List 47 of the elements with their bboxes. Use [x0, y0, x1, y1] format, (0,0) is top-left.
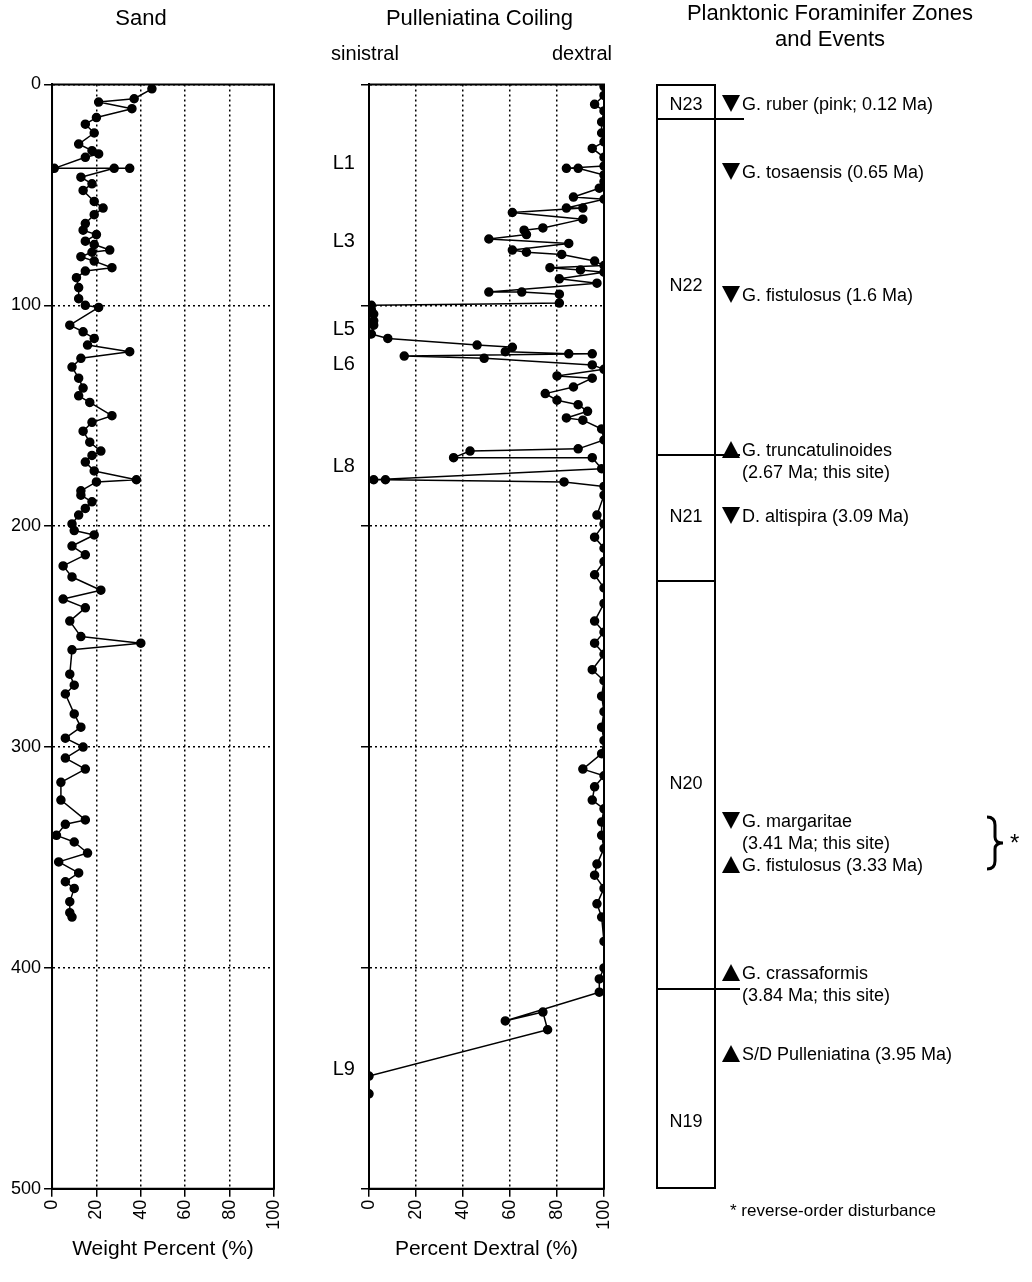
- text: L9: [332, 1057, 355, 1080]
- x-tick-label: 40: [451, 1199, 472, 1220]
- x-tick-label: 100: [262, 1199, 283, 1230]
- text: N23: [668, 93, 704, 116]
- text: sinistral: [331, 41, 399, 64]
- x-tick-label: 80: [218, 1199, 239, 1220]
- text: L1: [332, 151, 355, 174]
- x-tick-label: 80: [545, 1199, 566, 1220]
- chart-title: Sand: [115, 5, 167, 31]
- text: D. altispira (3.09 Ma): [742, 505, 910, 528]
- x-tick-label: 60: [498, 1199, 519, 1220]
- text: *: [1010, 829, 1020, 857]
- y-tick-label: 400: [10, 956, 42, 977]
- x-tick-label: 0: [41, 1199, 61, 1210]
- y-tick-label: 100: [10, 294, 42, 315]
- text: L8: [332, 454, 355, 477]
- text: L5: [332, 317, 355, 340]
- text: N19: [668, 1110, 704, 1133]
- x-tick-label: 0: [357, 1199, 378, 1210]
- text: dextral: [551, 41, 612, 64]
- text: G. fistulosus (1.6 Ma): [742, 284, 914, 307]
- text: N20: [668, 772, 704, 795]
- text: G. margaritae (3.41 Ma; this site): [742, 810, 891, 854]
- x-tick-label: 60: [174, 1199, 195, 1220]
- text: G. truncatulinoides (2.67 Ma; this site): [742, 438, 893, 483]
- x-tick-label: 100: [592, 1199, 613, 1230]
- x-axis-title: Percent Dextral (%): [394, 1236, 579, 1260]
- text: G. ruber (pink; 0.12 Ma): [742, 93, 934, 116]
- y-tick-label: 0: [31, 73, 42, 94]
- text: S/D Pulleniatina (3.95 Ma): [742, 1043, 953, 1066]
- text: N22: [668, 274, 704, 297]
- y-tick-label: 300: [10, 735, 42, 756]
- text: G. fistulosus (3.33 Ma): [742, 854, 924, 877]
- text: N21: [668, 505, 704, 528]
- text: L6: [332, 352, 355, 375]
- x-tick-label: 40: [129, 1199, 150, 1220]
- y-tick-label: 200: [10, 515, 42, 536]
- x-tick-label: 20: [404, 1199, 425, 1220]
- text: G. tosaensis (0.65 Ma): [742, 160, 925, 183]
- text: G. crassaformis (3.84 Ma; this site): [742, 962, 891, 1007]
- x-axis-title: Weight Percent (%): [72, 1236, 254, 1260]
- text: * reverse-order disturbance: [730, 1199, 936, 1222]
- text: Planktonic Foraminifer Zones and Events: [685, 0, 975, 52]
- y-tick-label: 500: [10, 1177, 42, 1198]
- x-tick-label: 20: [85, 1199, 106, 1220]
- text: L3: [332, 228, 355, 251]
- chart-title: Pulleniatina Coiling: [385, 5, 574, 31]
